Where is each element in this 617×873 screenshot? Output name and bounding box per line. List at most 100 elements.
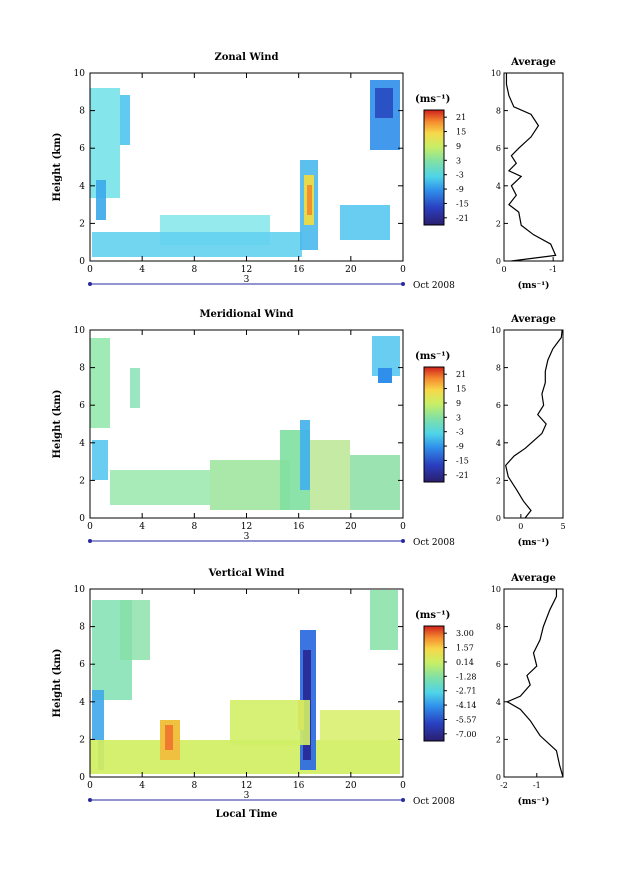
x-axis-label: Local Time: [216, 809, 278, 820]
x-tick-label: 0: [400, 265, 406, 275]
colorbar-tick-label: 15: [456, 128, 466, 137]
average-x-label: (ms⁻¹): [518, 796, 550, 807]
average-profile-line: [505, 73, 557, 262]
y-tick-label: 4: [79, 182, 85, 192]
y-tick-label: 0: [79, 773, 85, 783]
average-y-tick-label: 0: [496, 514, 501, 523]
heatmap-cell: [92, 232, 302, 257]
average-x-tick-label: -1: [533, 781, 541, 790]
x-tick-label: 20: [345, 265, 357, 275]
heatmap-cell: [90, 740, 400, 774]
average-x-tick-label: 0: [518, 522, 523, 531]
y-tick-label: 8: [79, 364, 85, 374]
day-label: 3: [244, 532, 250, 542]
day-label: 3: [244, 791, 250, 801]
colorbar-tick-label: 3: [456, 156, 461, 165]
zonal-title: Zonal Wind: [214, 52, 278, 63]
average-frame: [503, 588, 564, 778]
date-axis-marker: [88, 798, 92, 802]
heatmap-cell: [120, 95, 130, 145]
heatmap-cell: [370, 590, 398, 650]
average-title: Average: [510, 314, 556, 325]
heatmap-cell: [300, 420, 310, 490]
x-tick-label: 0: [400, 781, 406, 791]
average-y-tick-label: 6: [496, 401, 501, 410]
heatmap-cell: [340, 205, 390, 240]
date-axis-marker: [88, 539, 92, 543]
y-axis-label: Height (km): [52, 133, 63, 202]
heatmap-cell: [307, 185, 312, 215]
average-y-tick-label: 0: [496, 257, 501, 266]
x-tick-label: 4: [139, 522, 145, 532]
colorbar-tick-label: 0.14: [456, 658, 474, 667]
colorbar-tick-label: 15: [456, 385, 466, 394]
heatmap-cell: [210, 460, 290, 510]
average-y-tick-label: 4: [496, 182, 501, 191]
meridional-panel: Meridional Wind 0 2 4 6 8 10 Height (km) 0 4 8 12 16…: [52, 309, 566, 548]
average-y-tick-label: 8: [496, 364, 501, 373]
meridional-title: Meridional Wind: [199, 309, 293, 320]
y-tick-label: 0: [79, 514, 85, 524]
average-y-tick-label: 2: [496, 476, 501, 485]
colorbar: [423, 109, 445, 226]
x-tick-label: 4: [139, 781, 145, 791]
y-tick-label: 6: [79, 144, 85, 154]
colorbar-tick-label: -2.71: [456, 687, 477, 696]
average-y-tick-label: 0: [496, 773, 501, 782]
average-x-tick-label: -2: [500, 781, 508, 790]
colorbar-tick-label: -7.00: [456, 730, 477, 739]
average-x-label: (ms⁻¹): [518, 537, 550, 548]
x-tick-label: 8: [191, 781, 197, 791]
average-x-tick-label: -1: [549, 265, 557, 274]
x-tick-label: 16: [293, 781, 305, 791]
heatmap-cell: [92, 690, 104, 740]
average-frame: [503, 329, 564, 519]
x-tick-label: 20: [345, 781, 357, 791]
average-y-tick-label: 8: [496, 623, 501, 632]
y-tick-label: 2: [79, 476, 85, 486]
y-tick-label: 6: [79, 401, 85, 411]
heatmap-cell: [378, 368, 392, 383]
average-x-tick-label: 5: [560, 522, 565, 531]
colorbar-tick-label: -21: [456, 471, 469, 480]
x-tick-label: 0: [87, 781, 93, 791]
y-tick-label: 6: [79, 660, 85, 670]
y-tick-label: 8: [79, 107, 85, 117]
colorbar-tick-label: -1.28: [456, 672, 477, 681]
x-tick-label: 12: [241, 265, 252, 275]
average-y-tick-label: 10: [491, 326, 501, 335]
heatmap-cell: [375, 88, 393, 118]
colorbar-tick-label: 3.00: [456, 629, 474, 638]
x-tick-label: 12: [241, 522, 252, 532]
y-tick-label: 10: [74, 585, 86, 595]
colorbar-tick-label: 21: [456, 370, 466, 379]
heatmap-cell: [110, 470, 210, 505]
heatmap-cell: [120, 600, 150, 660]
heatmap-cell: [96, 180, 106, 220]
date-axis-marker: [88, 282, 92, 286]
average-y-tick-label: 6: [496, 144, 501, 153]
x-tick-label: 0: [87, 522, 93, 532]
average-x-label: (ms⁻¹): [518, 280, 550, 291]
colorbar-unit: (ms⁻¹): [415, 351, 450, 362]
y-tick-label: 10: [74, 69, 86, 79]
y-tick-label: 4: [79, 698, 85, 708]
colorbar-tick-label: -9: [456, 185, 464, 194]
colorbar-tick-label: 3: [456, 413, 461, 422]
date-label: Oct 2008: [413, 538, 455, 548]
y-tick-label: 2: [79, 735, 85, 745]
x-tick-label: 0: [400, 522, 406, 532]
average-y-tick-label: 2: [496, 219, 501, 228]
average-y-tick-label: 10: [491, 585, 501, 594]
heatmap-cell: [320, 710, 400, 745]
colorbar-unit: (ms⁻¹): [415, 610, 450, 621]
x-tick-label: 20: [345, 522, 357, 532]
average-y-tick-label: 4: [496, 439, 501, 448]
average-y-tick-label: 4: [496, 698, 501, 707]
average-profile-line: [505, 589, 564, 778]
colorbar-tick-label: -15: [456, 456, 469, 465]
colorbar-tick-label: -9: [456, 442, 464, 451]
